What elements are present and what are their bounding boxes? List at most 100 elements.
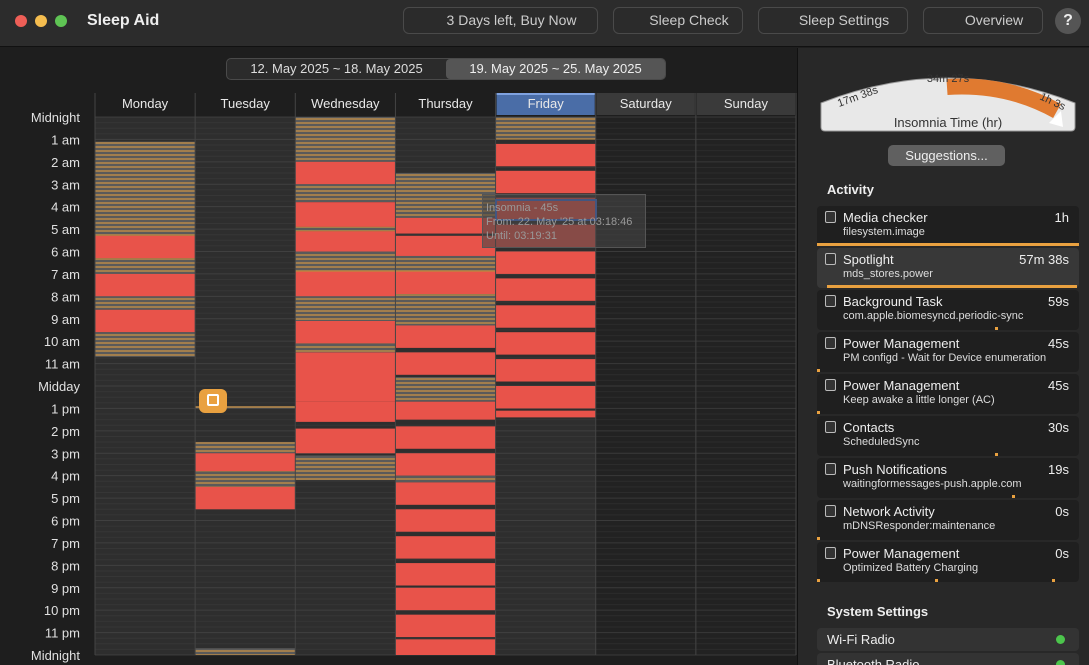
insomnia-block [295,320,396,344]
help-button[interactable]: ? [1055,8,1081,34]
setting-name: Bluetooth Radio [827,657,920,665]
activity-time: 19s [1048,462,1069,477]
setting-row: Wi-Fi Radio [817,628,1079,651]
day-header [396,93,495,115]
activity-title: Activity [827,182,874,197]
activity-time: 30s [1048,420,1069,435]
activity-name: Spotlight [843,252,894,267]
insomnia-block [295,202,396,227]
activity-icon [825,211,836,223]
tooltip-title: Insomnia - 45s [486,202,559,214]
setting-row: Bluetooth Radio [817,653,1079,665]
hour-label: Midnight [31,110,81,125]
zoom-button[interactable] [55,15,67,27]
activity-name: Push Notifications [843,462,948,477]
activity-bar [817,411,820,414]
activity-block [395,475,496,483]
activity-item[interactable]: Contacts ScheduledSync 30s [817,416,1079,456]
hour-label: 7 am [51,267,80,282]
activity-block [395,294,496,326]
activity-bar [817,369,820,372]
insomnia-block [495,278,596,301]
insomnia-block [495,386,596,409]
activity-block [95,332,196,357]
activity-block [295,251,396,272]
insomnia-block [195,486,296,510]
hour-label: Midnight [31,648,81,663]
day-header-selected [496,93,595,115]
insomnia-block [395,614,496,638]
tooltip-from: From: 22. May '25 at 03:18:46 [486,216,633,228]
activity-icon [825,463,836,475]
setting-name: Wi-Fi Radio [827,632,895,647]
side-panel: 17m 38s 34m 27s 1h 3s Insomnia Time (hr)… [797,48,1089,665]
activity-name: Network Activity [843,504,935,519]
week-tab[interactable]: 12. May 2025 ~ 18. May 2025 [250,61,423,76]
activity-block [195,442,296,454]
activity-item[interactable]: Power Management Optimized Battery Chargi… [817,542,1079,582]
activity-block [195,471,296,487]
sleep-grid: Monday Tuesday Wednesday Thursday Friday Satu… [31,93,797,663]
activity-icon [825,547,836,559]
gauge-mid: 34m 27s [927,73,970,85]
activity-block [295,343,396,353]
hour-label: 3 pm [51,446,80,461]
insomnia-block [95,273,196,297]
hour-label: 9 am [51,312,80,327]
week-tab-selected[interactable]: 19. May 2025 ~ 25. May 2025 [446,59,665,79]
gauge-label: Insomnia Time (hr) [894,115,1002,130]
activity-time: 0s [1055,504,1069,519]
insomnia-block [395,453,496,476]
activity-icon [825,253,836,265]
suggestions-button[interactable]: Suggestions... [888,145,1005,166]
activity-item[interactable]: Push Notifications waitingformessages-pus… [817,458,1079,498]
buy-button[interactable]: 3 Days left, Buy Now [403,7,598,34]
activity-block [95,296,196,310]
activity-detail: Optimized Battery Charging [843,562,979,574]
activity-bar [827,285,1077,288]
activity-item[interactable]: Spotlight mds_stores.power 57m 38s [817,248,1079,288]
minimize-button[interactable] [35,15,47,27]
activity-time: 59s [1048,294,1069,309]
activity-time: 0s [1055,546,1069,561]
insomnia-block [495,251,596,274]
overview-button[interactable]: Overview [923,7,1043,34]
close-button[interactable] [15,15,27,27]
hour-label: 6 pm [51,514,80,529]
activity-block [295,226,396,232]
hour-label: 10 pm [44,603,80,618]
activity-item[interactable]: Power Management PM configd - Wait for De… [817,332,1079,372]
insomnia-block [495,359,596,382]
activity-icon [825,505,836,517]
activity-block [95,141,196,236]
activity-item[interactable]: Power Management Keep awake a little long… [817,374,1079,414]
app-marker[interactable] [199,389,227,413]
day-header [96,93,195,115]
activity-item[interactable]: Background Task com.apple.biomesyncd.peri… [817,290,1079,330]
activity-icon [825,295,836,307]
activity-bar [995,327,998,330]
activity-block [395,173,496,218]
insomnia-block [295,231,396,252]
activity-detail: PM configd - Wait for Device enumeration [843,352,1047,364]
sleep-check-button[interactable]: Sleep Check [613,7,743,34]
day-label: Monday [122,96,169,111]
hour-label: 1 am [51,132,80,147]
sleep-settings-button[interactable]: Sleep Settings [758,7,908,34]
activity-item[interactable]: Media checker filesystem.image 1h [817,206,1079,246]
activity-detail: waitingformessages-push.apple.com [843,478,1022,490]
insomnia-block [295,401,396,422]
activity-time: 45s [1048,378,1069,393]
insomnia-block [395,482,496,505]
tooltip-until: Until: 03:19:31 [486,230,557,242]
activity-block [195,648,296,655]
activity-block [295,184,396,203]
activity-detail: filesystem.image [843,226,925,238]
insomnia-block [95,235,196,259]
activity-block [295,296,396,321]
insomnia-block [295,161,396,185]
activity-item[interactable]: Network Activity mDNSResponder:maintenanc… [817,500,1079,540]
activity-name: Background Task [843,294,943,309]
activity-detail: Keep awake a little longer (AC) [843,394,995,406]
insomnia-block [395,509,496,532]
